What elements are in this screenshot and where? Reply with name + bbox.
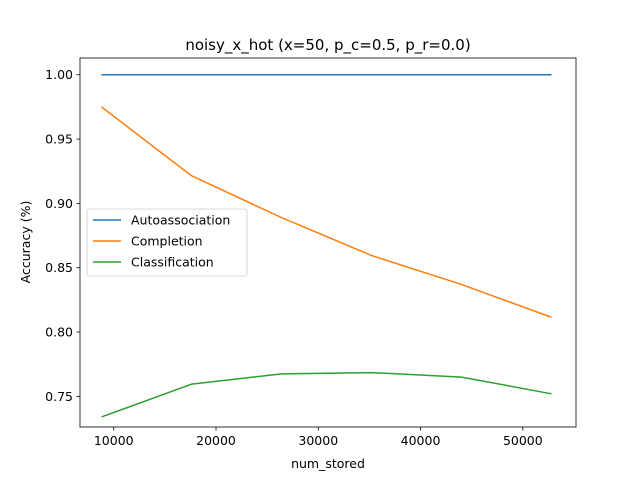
y-tick-label: 0.75 [45,389,73,404]
series-line-classification [101,371,552,418]
x-tick-label: 50000 [503,433,543,448]
y-axis-label: Accuracy (%) [18,201,33,284]
y-tick-label: 0.85 [45,260,73,275]
series-line-completion [101,106,552,318]
y-tick-label: 0.95 [45,132,73,147]
x-axis-label: num_stored [291,456,365,471]
y-tick-label: 0.80 [45,325,73,340]
x-tick-label: 40000 [401,433,441,448]
plot-area: 10000 20000 30000 40000 50000 0.75 0.80 0.85 0.9… [45,57,577,448]
legend-label-completion: Completion [131,234,203,249]
y-tick-label: 1.00 [45,67,73,82]
axes-frame [79,57,577,428]
legend-label-autoassociation: Autoassociation [131,213,230,228]
chart-title: noisy_x_hot (x=50, p_c=0.5, p_r=0.0) [185,36,470,55]
legend-box [86,208,248,277]
y-tick-label: 0.90 [45,196,73,211]
legend-label-classification: Classification [131,255,214,270]
x-tick-label: 30000 [298,433,338,448]
x-tick-label: 10000 [94,433,134,448]
x-tick-label: 20000 [196,433,236,448]
